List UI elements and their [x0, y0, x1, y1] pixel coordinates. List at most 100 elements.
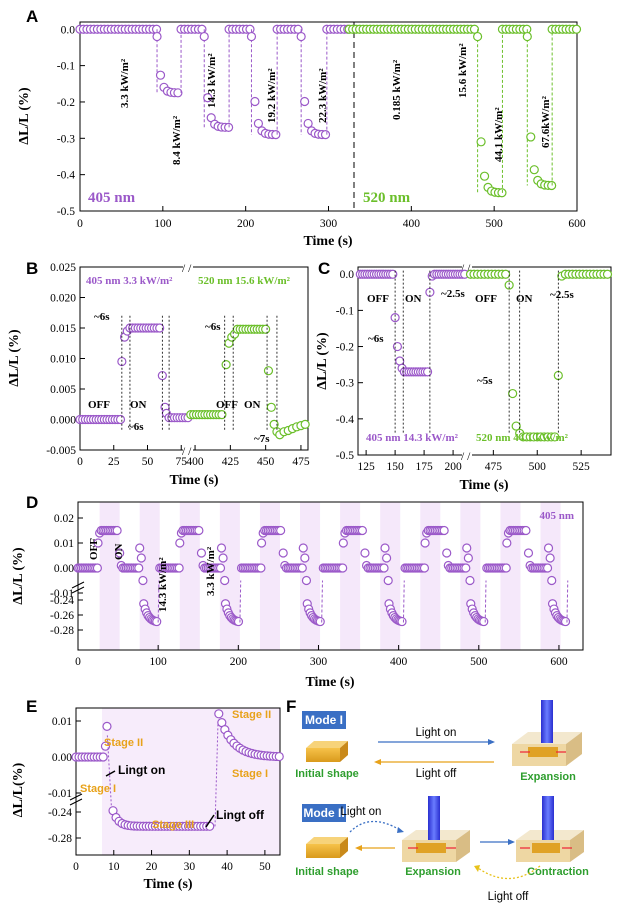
chart-b-on: ON	[130, 399, 147, 411]
svg-text:/ /: / /	[461, 451, 471, 463]
chart-d-point	[233, 616, 244, 627]
chart-e: 0 10 20 30 40 50 0.01 0.00 -0.01 -0.24 -0.28 Time …	[11, 707, 284, 892]
chart-b-ytick-label: 0.015	[50, 323, 76, 335]
chart-e-stage-i-b: Stage I	[232, 768, 268, 780]
chart-a-point	[250, 96, 260, 107]
chart-c-ytick-label: -0.2	[336, 342, 354, 354]
mode-2-label: Mode II	[303, 806, 344, 820]
mode-1-initial-label: Initial shape	[295, 768, 359, 780]
chart-d-point	[297, 563, 307, 573]
chart-e-point	[214, 709, 224, 719]
chart-a-ytick-label: -0.4	[57, 170, 75, 182]
chart-d-ytick-label: -0.26	[50, 610, 74, 622]
chart-d-point	[383, 575, 393, 586]
chart-b-ytick-label: 0.010	[50, 354, 76, 366]
initial-slab-top	[306, 741, 348, 748]
chart-c-xtick-label: 500	[529, 461, 547, 473]
chart-b-t2: ~6s	[128, 421, 144, 433]
chart-c-legend-405: 405 nm 14.3 kW/m²	[366, 432, 459, 444]
chart-b-legend-520: 520 nm 15.6 kW/m²	[198, 275, 291, 287]
chart-b-t4: ~7s	[254, 433, 270, 445]
mode-1-badge	[302, 711, 346, 729]
chart-e-stage-ii-a: Stage II	[104, 737, 143, 749]
chart-b-ytick-label: 0.025	[50, 262, 76, 274]
chart-b-xtick-label: 50	[142, 456, 154, 468]
chart-d-point	[220, 575, 230, 586]
chart-b-ylabel: ΔL/L (%)	[7, 329, 22, 387]
chart-c-point	[501, 269, 511, 279]
mode-2-contraction-block	[516, 796, 584, 862]
chart-c-ytick-label: -0.4	[336, 414, 354, 426]
chart-d-xtick-label: 500	[470, 656, 488, 668]
chart-b-xtick-label: 0	[77, 456, 83, 468]
chart-d-point	[379, 563, 389, 573]
chart-d-point	[174, 563, 184, 573]
chart-e-xtick-label: 30	[184, 861, 196, 873]
chart-a-point	[246, 31, 257, 42]
chart-a-point	[300, 96, 310, 107]
chart-a-ytick-label: -0.5	[57, 206, 75, 218]
chart-d-ytick-label: 0.02	[54, 513, 74, 525]
chart-c-point	[602, 269, 613, 279]
chart-a-xtick-label: 300	[320, 218, 338, 230]
panel-label-b: B	[26, 259, 38, 278]
chart-d-axis-break	[71, 586, 85, 594]
mode-2-expansion-block	[402, 796, 470, 862]
mode-2-expansion-label: Expansion	[405, 866, 461, 878]
chart-c-point	[392, 341, 403, 352]
chart-d-xtick-label: 0	[75, 656, 81, 668]
chart-a-ann-2: 8.4 kW/m²	[171, 115, 183, 165]
chart-d-transition	[484, 580, 487, 623]
chart-d-transition	[239, 580, 242, 623]
mode-2-light-off: Light off	[488, 891, 530, 903]
chart-d-xtick-label: 600	[550, 656, 568, 668]
chart-b-t1: ~6s	[94, 311, 110, 323]
chart-b-ytick-label: 0.005	[50, 384, 76, 396]
chart-d-light-band	[380, 502, 401, 650]
chart-c: / / / / 125 150 175 200 475 500 525 0.0 -0.1 -0.2…	[315, 262, 613, 493]
chart-c-point	[422, 367, 433, 377]
chart-e-point	[274, 751, 284, 762]
chart-a-ann-5: 22.3 kW/m²	[317, 68, 329, 123]
chart-d-point	[152, 616, 162, 627]
chart-e-ytick-label: -0.01	[48, 788, 72, 800]
chart-e-xtick-label: 40	[221, 861, 233, 873]
chart-d-point	[301, 575, 312, 586]
chart-c-off-1: OFF	[367, 293, 389, 305]
chart-e-xtick-label: 0	[73, 861, 79, 873]
chart-d-point	[175, 538, 185, 548]
chart-d-point	[138, 575, 148, 586]
chart-a-point	[476, 137, 486, 147]
chart-d-point	[357, 525, 368, 536]
chart-d-light-band	[99, 502, 120, 650]
chart-e-xtick-label: 50	[259, 861, 271, 873]
chart-a-ann-6: 0.185 kW/m²	[391, 59, 403, 120]
svg-text:/ /: / /	[182, 263, 192, 275]
chart-b-ytick-label: 0.020	[50, 293, 76, 305]
chart-b-xtick-label: 475	[292, 456, 310, 468]
chart-d-point	[278, 548, 288, 558]
chart-a-ylabel: ΔL/L (%)	[17, 87, 32, 145]
chart-d-point	[256, 563, 266, 573]
chart-b-legend-405: 405 nm 3.3 kW/m²	[86, 275, 173, 287]
chart-c-ytick-label: -0.3	[336, 378, 354, 390]
chart-d-point	[338, 538, 348, 548]
chart-d-point	[465, 575, 475, 586]
chart-d-ytick-label: -0.24	[50, 595, 74, 607]
chart-a-ann-3: 14.3 kW/m²	[206, 53, 218, 108]
chart-c-t1: ~6s	[368, 333, 384, 345]
mode-2-badge	[302, 804, 346, 822]
chart-c-off-2: OFF	[475, 293, 497, 305]
chart-a-xtick-label: 400	[403, 218, 421, 230]
chart-a-point	[245, 24, 255, 34]
chart-e-arrow-on	[105, 770, 116, 777]
chart-c-point	[511, 421, 521, 431]
chart-c-xtick-label: 475	[485, 461, 503, 473]
chart-c-legend-520: 520 nm 44.1 kW/m²	[476, 432, 569, 444]
chart-a-xtick-label: 200	[237, 218, 255, 230]
chart-a-xtick-label: 600	[568, 218, 586, 230]
chart-a-point	[203, 93, 213, 103]
chart-c-ylabel: ΔL/L (%)	[315, 332, 330, 390]
chart-a-point	[155, 70, 166, 80]
chart-d-xtick-label: 300	[310, 656, 328, 668]
